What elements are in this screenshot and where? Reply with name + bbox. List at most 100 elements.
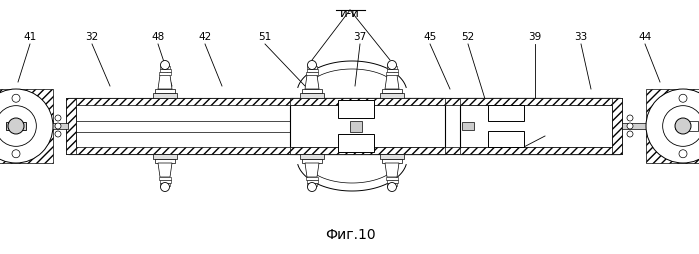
Polygon shape <box>385 75 399 89</box>
Bar <box>675 123 688 129</box>
Bar <box>386 72 398 75</box>
Bar <box>307 183 317 186</box>
Circle shape <box>0 89 53 163</box>
Bar <box>155 89 175 93</box>
Bar <box>6 122 26 130</box>
Bar <box>300 154 324 159</box>
Circle shape <box>308 60 317 70</box>
Bar <box>382 89 402 93</box>
Circle shape <box>679 94 687 102</box>
Circle shape <box>161 60 169 70</box>
Text: 33: 33 <box>575 32 588 42</box>
Polygon shape <box>158 75 172 89</box>
Bar <box>307 66 317 69</box>
Bar <box>380 93 404 98</box>
Bar <box>460 98 620 154</box>
Bar <box>490 106 522 120</box>
Bar <box>338 134 374 152</box>
Circle shape <box>0 106 36 146</box>
Bar <box>68 147 620 154</box>
Text: 39: 39 <box>528 32 542 42</box>
Bar <box>460 147 620 154</box>
Text: 44: 44 <box>638 32 651 42</box>
Text: 37: 37 <box>354 32 366 42</box>
Circle shape <box>55 131 61 137</box>
Circle shape <box>308 183 317 192</box>
Bar <box>612 98 622 154</box>
Bar <box>302 89 322 93</box>
Bar <box>302 159 322 163</box>
Text: и-и: и-и <box>340 7 360 20</box>
Bar <box>488 105 524 121</box>
Bar <box>306 72 318 75</box>
Bar <box>306 69 317 72</box>
Bar <box>686 121 698 131</box>
Circle shape <box>387 183 396 192</box>
Bar <box>387 183 397 186</box>
Circle shape <box>627 123 633 129</box>
Circle shape <box>387 60 396 70</box>
Bar <box>306 177 318 180</box>
Text: 51: 51 <box>259 32 272 42</box>
Text: 41: 41 <box>23 32 36 42</box>
Circle shape <box>12 150 20 158</box>
Bar <box>159 180 171 183</box>
Bar <box>24 123 68 129</box>
Bar <box>290 147 445 154</box>
Bar <box>290 98 445 154</box>
Bar <box>66 98 76 154</box>
Text: 45: 45 <box>424 32 437 42</box>
Circle shape <box>627 131 633 137</box>
Text: Фиг.10: Фиг.10 <box>325 228 375 242</box>
Circle shape <box>679 150 687 158</box>
Bar <box>646 89 699 163</box>
Circle shape <box>646 89 699 163</box>
Bar <box>159 72 171 75</box>
Bar <box>387 69 398 72</box>
Bar <box>340 101 372 117</box>
Bar <box>153 154 177 159</box>
Bar <box>159 69 171 72</box>
Bar <box>68 98 620 105</box>
Bar <box>290 98 445 105</box>
Bar <box>350 120 362 132</box>
Bar <box>612 98 622 154</box>
Circle shape <box>8 118 24 134</box>
Bar <box>338 100 374 118</box>
Bar <box>306 180 317 183</box>
Circle shape <box>161 183 169 192</box>
Bar <box>462 122 474 130</box>
Bar <box>160 66 170 69</box>
Bar <box>387 180 398 183</box>
Bar <box>460 98 620 105</box>
Bar <box>382 159 402 163</box>
Text: 32: 32 <box>85 32 99 42</box>
Bar <box>622 123 675 129</box>
Circle shape <box>627 115 633 121</box>
Circle shape <box>55 115 61 121</box>
Circle shape <box>675 118 691 134</box>
Bar <box>153 93 177 98</box>
Circle shape <box>12 94 20 102</box>
Bar <box>490 132 522 146</box>
Bar <box>0 89 53 163</box>
Text: 52: 52 <box>461 32 475 42</box>
Text: 42: 42 <box>199 32 212 42</box>
Bar <box>155 159 175 163</box>
Bar <box>386 177 398 180</box>
Bar <box>488 131 524 147</box>
Bar <box>68 98 620 154</box>
Polygon shape <box>158 163 172 177</box>
Circle shape <box>663 106 699 146</box>
Bar <box>340 135 372 151</box>
Bar <box>387 66 397 69</box>
Bar <box>300 93 324 98</box>
Polygon shape <box>305 163 319 177</box>
Polygon shape <box>305 75 319 89</box>
Text: 48: 48 <box>152 32 165 42</box>
Circle shape <box>55 123 61 129</box>
Bar <box>66 98 76 154</box>
Bar <box>160 183 170 186</box>
Bar <box>380 154 404 159</box>
Polygon shape <box>385 163 399 177</box>
